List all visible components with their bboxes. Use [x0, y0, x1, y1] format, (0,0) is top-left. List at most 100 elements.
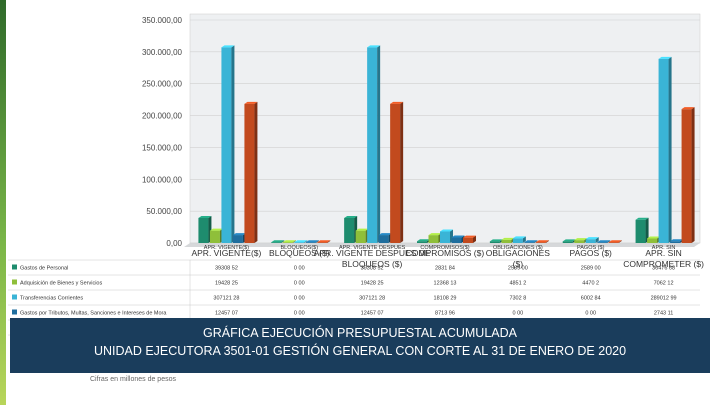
bar-2-1	[355, 228, 369, 243]
bar-3-3	[451, 235, 465, 243]
y-tick-label: 150.000,00	[142, 143, 183, 152]
chart-title-banner: GRÁFICA EJECUCIÓN PRESUPUESTAL ACUMULADA…	[10, 318, 710, 373]
bar-top	[535, 240, 549, 243]
bar-4-4	[535, 240, 549, 243]
data-label: 7062 12	[654, 281, 674, 287]
bar-face	[282, 242, 293, 243]
bar-top	[501, 237, 515, 240]
data-label: 2589 00	[508, 266, 528, 272]
bar-face	[209, 230, 220, 243]
data-label: 18108 29	[434, 296, 457, 302]
bar-side	[545, 240, 549, 243]
bar-face	[232, 235, 243, 243]
bar-side	[595, 237, 599, 243]
bar-face	[681, 109, 692, 244]
bar-face	[585, 239, 596, 243]
data-label: 36476 68	[652, 266, 675, 272]
bar-face	[670, 241, 681, 243]
bar-top	[282, 240, 296, 243]
bar-1-0	[271, 240, 285, 243]
bar-face	[355, 230, 366, 243]
bar-top	[367, 45, 381, 48]
plot-area: 350.000,00 300.000,00 250.000,00 200.000,00…	[142, 13, 704, 269]
category-label: PAGOS ($)	[570, 248, 613, 258]
bar-side	[292, 240, 296, 243]
bar-top	[378, 233, 392, 236]
data-label: 307121 28	[359, 296, 385, 302]
data-label: 2743 11	[654, 311, 673, 317]
bar-face	[489, 241, 500, 243]
bar-0-4	[244, 101, 258, 243]
bar-face	[463, 237, 473, 243]
legend-swatch	[12, 309, 17, 315]
y-tick-label: 50.000,00	[146, 207, 182, 216]
bar-top	[597, 240, 611, 243]
bar-top	[355, 228, 369, 231]
bar-face	[451, 237, 462, 243]
bar-2-3	[378, 233, 392, 243]
data-label: 0 00	[294, 296, 305, 302]
data-label: 2831 84	[435, 266, 455, 272]
plot-background	[189, 13, 701, 244]
y-tick-label: 300.000,00	[142, 48, 183, 57]
bar-5-1	[574, 238, 588, 243]
bar-top	[344, 215, 358, 218]
legend-swatch	[12, 279, 17, 285]
category-label: OBLIGACIONES	[486, 248, 551, 258]
bar-top	[451, 235, 465, 238]
bar-side	[668, 56, 672, 243]
bar-top	[585, 237, 599, 240]
category-label: COMPROMISOS ($)	[406, 248, 485, 258]
data-label: 289012 99	[651, 296, 677, 302]
bar-face	[562, 241, 573, 243]
category-label: ($)	[513, 259, 524, 269]
bar-face	[294, 242, 305, 243]
bar-face	[305, 242, 316, 243]
bar-face	[344, 217, 355, 243]
y-tick-label: 250.000,00	[142, 80, 183, 89]
bar-5-3	[597, 240, 611, 243]
bar-5-2	[585, 237, 599, 243]
category-label-small: APR. VIGENTE DESPUES	[339, 245, 406, 251]
bar-top	[489, 239, 503, 242]
bar-top	[428, 233, 442, 236]
bar-2-2	[367, 45, 381, 243]
category-label-small: APR. VIGENTE($)	[204, 245, 249, 251]
bar-face	[535, 242, 546, 243]
bar-face	[244, 103, 255, 243]
legend-label: Gastos de Personal	[20, 266, 68, 272]
decorative-side-bar	[0, 0, 6, 405]
category-label-small: APR. SIN	[652, 245, 676, 251]
bar-0-1	[209, 228, 223, 243]
bar-face	[658, 58, 669, 243]
data-label: 0 00	[294, 311, 305, 317]
bar-6-4	[681, 107, 695, 244]
bar-side	[645, 217, 649, 243]
bar-side	[607, 240, 611, 243]
data-label: 19428 25	[361, 281, 384, 287]
bar-1-2	[294, 240, 308, 243]
bar-top	[294, 240, 308, 243]
bar-top	[512, 236, 526, 239]
bar-face	[635, 219, 646, 243]
category-label: APR. VIGENTE DESPUES DE	[314, 248, 431, 258]
category-label: APR. VIGENTE($)	[191, 248, 261, 258]
bar-top	[658, 56, 672, 59]
bar-4-2	[512, 236, 526, 243]
bar-face	[198, 217, 209, 243]
category-label: BLOQUEOS ($)	[342, 259, 403, 269]
bar-face	[597, 242, 608, 243]
bar-top	[440, 229, 453, 232]
bar-side	[231, 45, 235, 243]
bar-face	[440, 231, 450, 243]
bar-top	[524, 240, 538, 243]
data-label: 12368 13	[434, 281, 457, 287]
plot-floor	[184, 243, 700, 247]
bar-top	[670, 239, 684, 242]
bar-face	[574, 240, 585, 243]
bar-6-1	[647, 236, 661, 243]
bar-side	[377, 45, 381, 243]
category-label-small: OBLIGACIONES ($)	[493, 245, 543, 251]
y-tick-label: 0,00	[166, 239, 182, 248]
